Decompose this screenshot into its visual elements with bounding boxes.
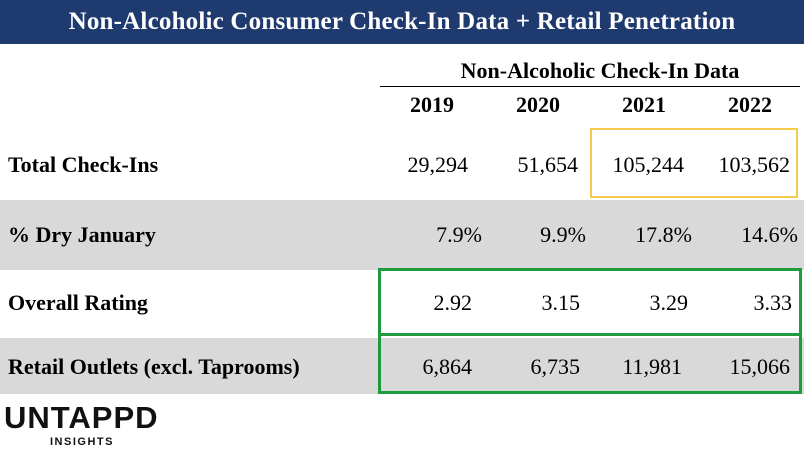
highlight-box-green-outlets xyxy=(378,336,802,394)
column-header-2022: 2022 xyxy=(728,92,772,117)
cell-total-check-ins-2020: 51,654 xyxy=(517,152,579,177)
cell-retail-outlets-2022: 15,066 xyxy=(729,354,791,379)
cell-dry-january-2021: 17.8% xyxy=(635,222,692,247)
cell-total-check-ins-2021: 105,244 xyxy=(612,152,685,177)
row-label-overall-rating: Overall Rating xyxy=(8,290,148,315)
cell-dry-january-2022: 14.6% xyxy=(741,222,798,247)
cell-overall-rating-2019: 2.92 xyxy=(433,290,473,315)
table-row-dry-january xyxy=(0,200,804,270)
highlight-box-yellow xyxy=(590,128,798,198)
cell-overall-rating-2021: 3.29 xyxy=(649,290,689,315)
table-row-retail-outlets xyxy=(0,338,804,394)
column-header-2019: 2019 xyxy=(410,92,454,117)
cell-total-check-ins-2022: 103,562 xyxy=(718,152,791,177)
row-label-dry-january: % Dry January xyxy=(8,222,156,247)
untappd-logo: UNTAPPD xyxy=(4,400,159,435)
table-title: Non-Alcoholic Consumer Check-In Data + R… xyxy=(0,0,804,44)
row-label-retail-outlets: Retail Outlets (excl. Taprooms) xyxy=(8,354,300,379)
cell-total-check-ins-2019: 29,294 xyxy=(407,152,469,177)
cell-dry-january-2019: 7.9% xyxy=(436,222,482,247)
cell-retail-outlets-2021: 11,981 xyxy=(622,354,682,379)
untappd-logo-subtitle: INSIGHTS xyxy=(50,436,114,448)
cell-dry-january-2020: 9.9% xyxy=(540,222,586,247)
column-group-header: Non-Alcoholic Check-In Data xyxy=(460,58,740,83)
cell-retail-outlets-2019: 6,864 xyxy=(422,354,473,379)
column-group-underline xyxy=(380,86,800,87)
row-label-total-check-ins: Total Check-Ins xyxy=(8,152,159,177)
column-header-2021: 2021 xyxy=(622,92,666,117)
cell-overall-rating-2020: 3.15 xyxy=(541,290,581,315)
highlight-box-green-rating xyxy=(378,268,802,336)
column-header-2020: 2020 xyxy=(516,92,560,117)
cell-retail-outlets-2020: 6,735 xyxy=(530,354,581,379)
cell-overall-rating-2022: 3.33 xyxy=(753,290,793,315)
